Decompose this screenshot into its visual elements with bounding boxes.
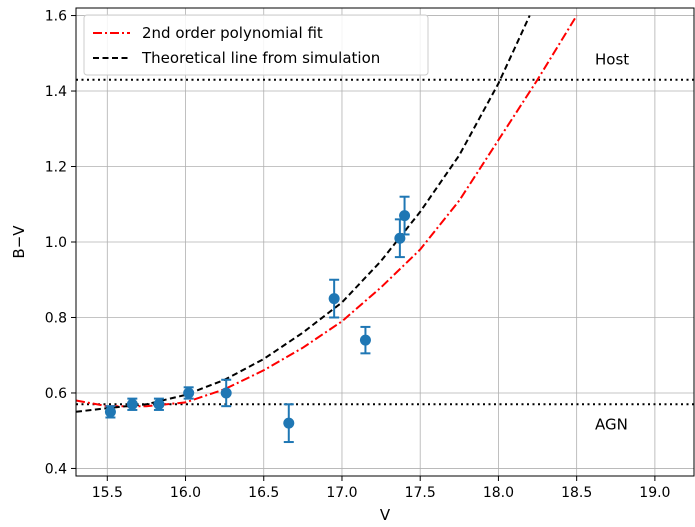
x-tick-label: 15.5 <box>92 485 123 501</box>
annotation-host: Host <box>595 51 629 69</box>
series-line-1 <box>76 15 531 413</box>
y-tick-label: 0.4 <box>45 461 67 477</box>
data-point <box>183 387 195 399</box>
x-tick-label: 19.0 <box>639 485 670 501</box>
x-tick-label: 18.0 <box>483 485 514 501</box>
x-axis-label: V <box>380 506 391 524</box>
series-line-0 <box>76 14 578 408</box>
data-point <box>220 387 232 399</box>
y-tick-label: 0.6 <box>45 386 67 402</box>
reference-lines <box>76 78 694 406</box>
data-point <box>283 417 295 429</box>
fit-curves <box>76 14 578 413</box>
x-tick-label: 16.5 <box>248 485 279 501</box>
data-point <box>126 398 138 410</box>
y-tick-label: 1.4 <box>45 84 67 100</box>
data-point <box>328 293 340 305</box>
data-point <box>399 210 411 222</box>
x-tick-label: 17.5 <box>405 485 436 501</box>
legend-label-1: Theoretical line from simulation <box>141 49 380 67</box>
legend-label-0: 2nd order polynomial fit <box>142 24 323 42</box>
annotations: Host AGN <box>595 51 629 434</box>
y-tick-label: 1.0 <box>45 235 67 251</box>
x-tick-label: 18.5 <box>561 485 592 501</box>
data-point <box>359 334 371 346</box>
x-axis-ticks: 15.5 16.0 16.5 17.0 17.5 18.0 18.5 19.0 <box>92 476 670 501</box>
legend-box <box>83 14 429 76</box>
plot-content <box>76 14 694 444</box>
y-tick-label: 0.8 <box>45 310 67 326</box>
y-axis-label: B−V <box>10 225 28 259</box>
data-point <box>394 232 406 244</box>
annotation-agn: AGN <box>595 415 628 433</box>
x-tick-label: 17.0 <box>326 485 357 501</box>
x-tick-label: 16.0 <box>170 485 201 501</box>
y-tick-label: 1.2 <box>45 160 67 176</box>
data-point <box>153 398 165 410</box>
legend: 2nd order polynomial fit Theoretical line… <box>83 14 429 76</box>
y-axis-ticks: 0.4 0.6 0.8 1.0 1.2 1.4 1.6 <box>45 9 76 477</box>
data-point <box>104 406 116 418</box>
data-points <box>104 195 411 444</box>
y-tick-label: 1.6 <box>45 9 67 25</box>
